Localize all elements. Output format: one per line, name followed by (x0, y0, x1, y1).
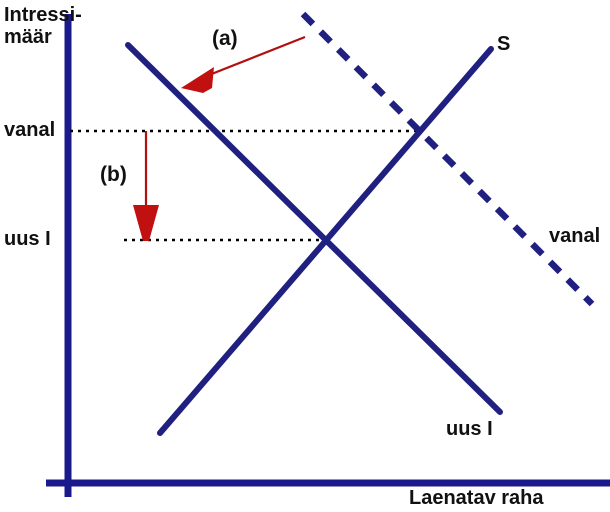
new-rate-axis-label: uus I (4, 228, 51, 250)
y-axis-title: Intressi- määr (4, 4, 82, 49)
x-axis-title: Laenatav raha (409, 487, 544, 509)
old-demand-curve (300, 11, 595, 307)
annotation-b-arrow-head (133, 205, 159, 241)
supply-curve-label: S (497, 33, 511, 55)
annotation-a-arrow-head (181, 67, 214, 93)
annotation-a-arrow-shaft (203, 35, 306, 79)
new-demand-curve (125, 42, 503, 415)
annotation-a-label: (a) (212, 27, 238, 50)
new-demand-curve-label: uus I (446, 418, 493, 440)
old-rate-axis-label: vanal (4, 119, 56, 141)
old-demand-curve-label: vanal (549, 225, 601, 247)
annotation-b-label: (b) (100, 163, 127, 186)
